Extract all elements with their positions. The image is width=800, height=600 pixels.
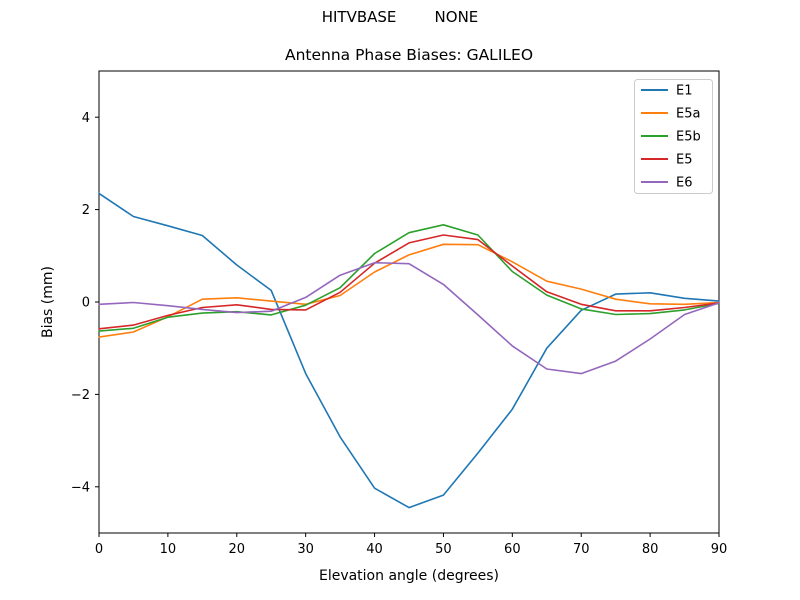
y-tick-label: 0 bbox=[82, 296, 90, 311]
legend-label-e5a: E5a bbox=[676, 107, 700, 122]
y-axis-label: Bias (mm) bbox=[40, 266, 56, 338]
series-line-E5 bbox=[98, 234, 720, 330]
legend-box bbox=[634, 79, 713, 194]
legend-label-e6: E6 bbox=[676, 176, 693, 191]
y-axis-ticks: 4 2 0 −2 −4 bbox=[71, 111, 99, 495]
plot-area bbox=[98, 70, 720, 534]
x-axis-label: Elevation angle (degrees) bbox=[319, 568, 499, 584]
legend-label-e1: E1 bbox=[676, 84, 693, 99]
x-tick-label: 10 bbox=[160, 542, 177, 557]
series-line-E5a bbox=[98, 243, 720, 338]
x-axis-ticks: 0 10 20 30 40 50 60 70 80 90 bbox=[95, 533, 727, 557]
y-tick-label: 4 bbox=[82, 111, 90, 126]
x-tick-label: 70 bbox=[573, 542, 590, 557]
y-tick-label: 2 bbox=[82, 203, 90, 218]
x-tick-label: 30 bbox=[297, 542, 314, 557]
x-tick-label: 20 bbox=[229, 542, 246, 557]
x-tick-label: 80 bbox=[642, 542, 659, 557]
x-tick-label: 50 bbox=[435, 542, 452, 557]
series-line-E1 bbox=[98, 192, 720, 509]
series-line-E5b bbox=[98, 224, 720, 332]
legend-label-e5b: E5b bbox=[676, 130, 701, 145]
figure-suptitle: HITVBASE NONE bbox=[321, 8, 479, 26]
x-tick-label: 40 bbox=[366, 542, 383, 557]
y-tick-label: −4 bbox=[71, 480, 90, 495]
legend-label-e5: E5 bbox=[676, 153, 693, 168]
x-tick-label: 60 bbox=[504, 542, 521, 557]
series-line-E6 bbox=[98, 261, 720, 375]
series-lines bbox=[98, 192, 720, 509]
y-tick-label: −2 bbox=[71, 388, 90, 403]
legend: E1 E5a E5b E5 E6 bbox=[634, 79, 713, 194]
chart-title: Antenna Phase Biases: GALILEO bbox=[285, 46, 533, 64]
x-tick-label: 0 bbox=[95, 542, 103, 557]
x-tick-label: 90 bbox=[711, 542, 728, 557]
